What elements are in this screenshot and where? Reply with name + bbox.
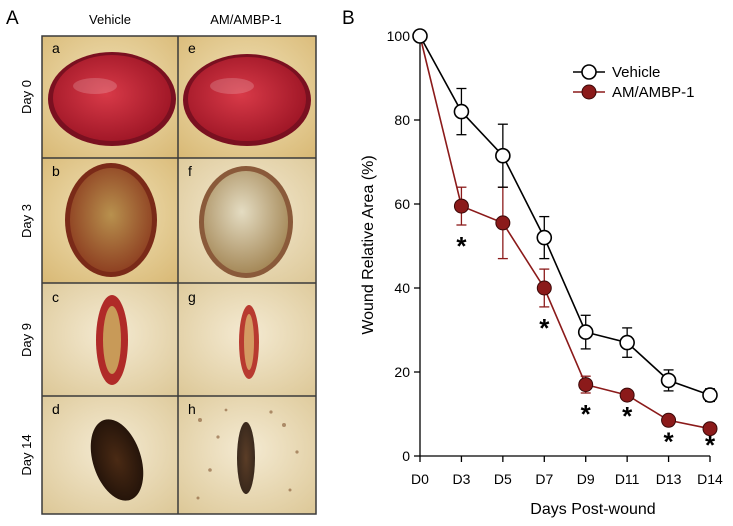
data-point: [495, 215, 511, 231]
cell-label-h: h: [188, 401, 196, 417]
y-tick-label: 0: [402, 448, 410, 464]
wound-f: [204, 171, 288, 273]
data-point: [702, 387, 718, 403]
series-vehicle: [412, 28, 718, 403]
grid-frame: [41, 35, 317, 515]
significance-star: *: [664, 426, 675, 456]
cell-label-e: e: [188, 40, 196, 56]
x-tick-label: D7: [535, 471, 553, 487]
data-point: [577, 324, 594, 340]
x-tick-label: D14: [697, 471, 723, 487]
row-label-day0: Day 0: [19, 80, 34, 114]
cell-label-g: g: [188, 289, 196, 305]
cell-label-b: b: [52, 163, 60, 179]
panel-a-label: A: [6, 8, 19, 29]
wound-b: [70, 168, 152, 272]
cell-label-a: a: [52, 40, 60, 56]
data-point: [495, 147, 511, 164]
row-label-day3: Day 3: [19, 204, 34, 238]
series-am-ambp-1: [412, 28, 718, 437]
significance-star: *: [581, 399, 592, 429]
significance-star: *: [456, 231, 467, 261]
legend-label: Vehicle: [612, 64, 660, 81]
wound-a: [53, 55, 171, 141]
data-point: [619, 387, 635, 403]
data-point: [619, 334, 635, 351]
y-tick-label: 100: [387, 28, 411, 44]
x-axis-title: Days Post-wound: [530, 501, 655, 518]
data-point: [660, 372, 677, 389]
y-tick-label: 40: [394, 280, 410, 296]
cell-label-f: f: [188, 163, 192, 179]
x-ticks: D0 D3 D5 D7 D9 D11 D13 D14: [411, 456, 723, 487]
x-tick-label: D3: [452, 471, 470, 487]
cell-label-c: c: [52, 289, 59, 305]
legend-marker: [581, 84, 597, 100]
row-label-day9: Day 9: [19, 323, 34, 357]
x-tick-label: D5: [494, 471, 512, 487]
cell-label-d: d: [52, 401, 60, 417]
data-point: [536, 280, 552, 296]
panel-b-label: B: [342, 8, 355, 29]
significance-star: *: [622, 401, 633, 431]
photo-grid: a e b f c g d h: [41, 35, 317, 515]
series-layer: [412, 28, 718, 437]
y-tick-label: 20: [394, 364, 410, 380]
scab-d: [90, 419, 144, 501]
x-tick-label: D13: [656, 471, 682, 487]
row-label-day14: Day 14: [19, 434, 34, 475]
wound-e: [188, 57, 306, 141]
legend-marker: [581, 64, 597, 80]
chart-legend: Vehicle AM/AMBP-1: [573, 64, 695, 101]
significance-star: *: [539, 313, 550, 343]
x-tick-label: D11: [615, 471, 640, 487]
x-tick-label: D0: [411, 471, 429, 487]
data-point: [412, 28, 428, 44]
y-axis-title: Wound Relative Area (%): [360, 155, 377, 334]
y-ticks: 0 20 40 60 80 100: [387, 28, 420, 464]
wound-sheen-a: [73, 78, 117, 94]
y-tick-label: 60: [394, 196, 410, 212]
significance-star: *: [705, 430, 716, 460]
column-header-treatment: AM/AMBP-1: [210, 12, 282, 27]
legend-label: AM/AMBP-1: [612, 84, 695, 101]
speckles-h: [196, 408, 299, 500]
y-tick-label: 80: [394, 112, 410, 128]
data-point: [702, 421, 718, 437]
wound-core-g: [244, 314, 254, 370]
line-chart: 0 20 40 60 80 100 D0 D3 D5 D7 D9 D11 D13 D14 * * * * * *: [387, 28, 723, 487]
data-point: [536, 229, 553, 246]
wound-sheen-e: [210, 78, 254, 94]
column-header-vehicle: Vehicle: [89, 12, 131, 27]
data-point: [453, 103, 470, 120]
x-tick-label: D9: [577, 471, 595, 487]
data-point: [453, 198, 469, 214]
data-point: [661, 412, 677, 428]
wound-core-c: [103, 306, 121, 374]
series-line: [419, 35, 711, 396]
significance-layer: * * * * * *: [456, 231, 716, 460]
scab-h: [237, 422, 255, 494]
data-point: [578, 377, 594, 393]
